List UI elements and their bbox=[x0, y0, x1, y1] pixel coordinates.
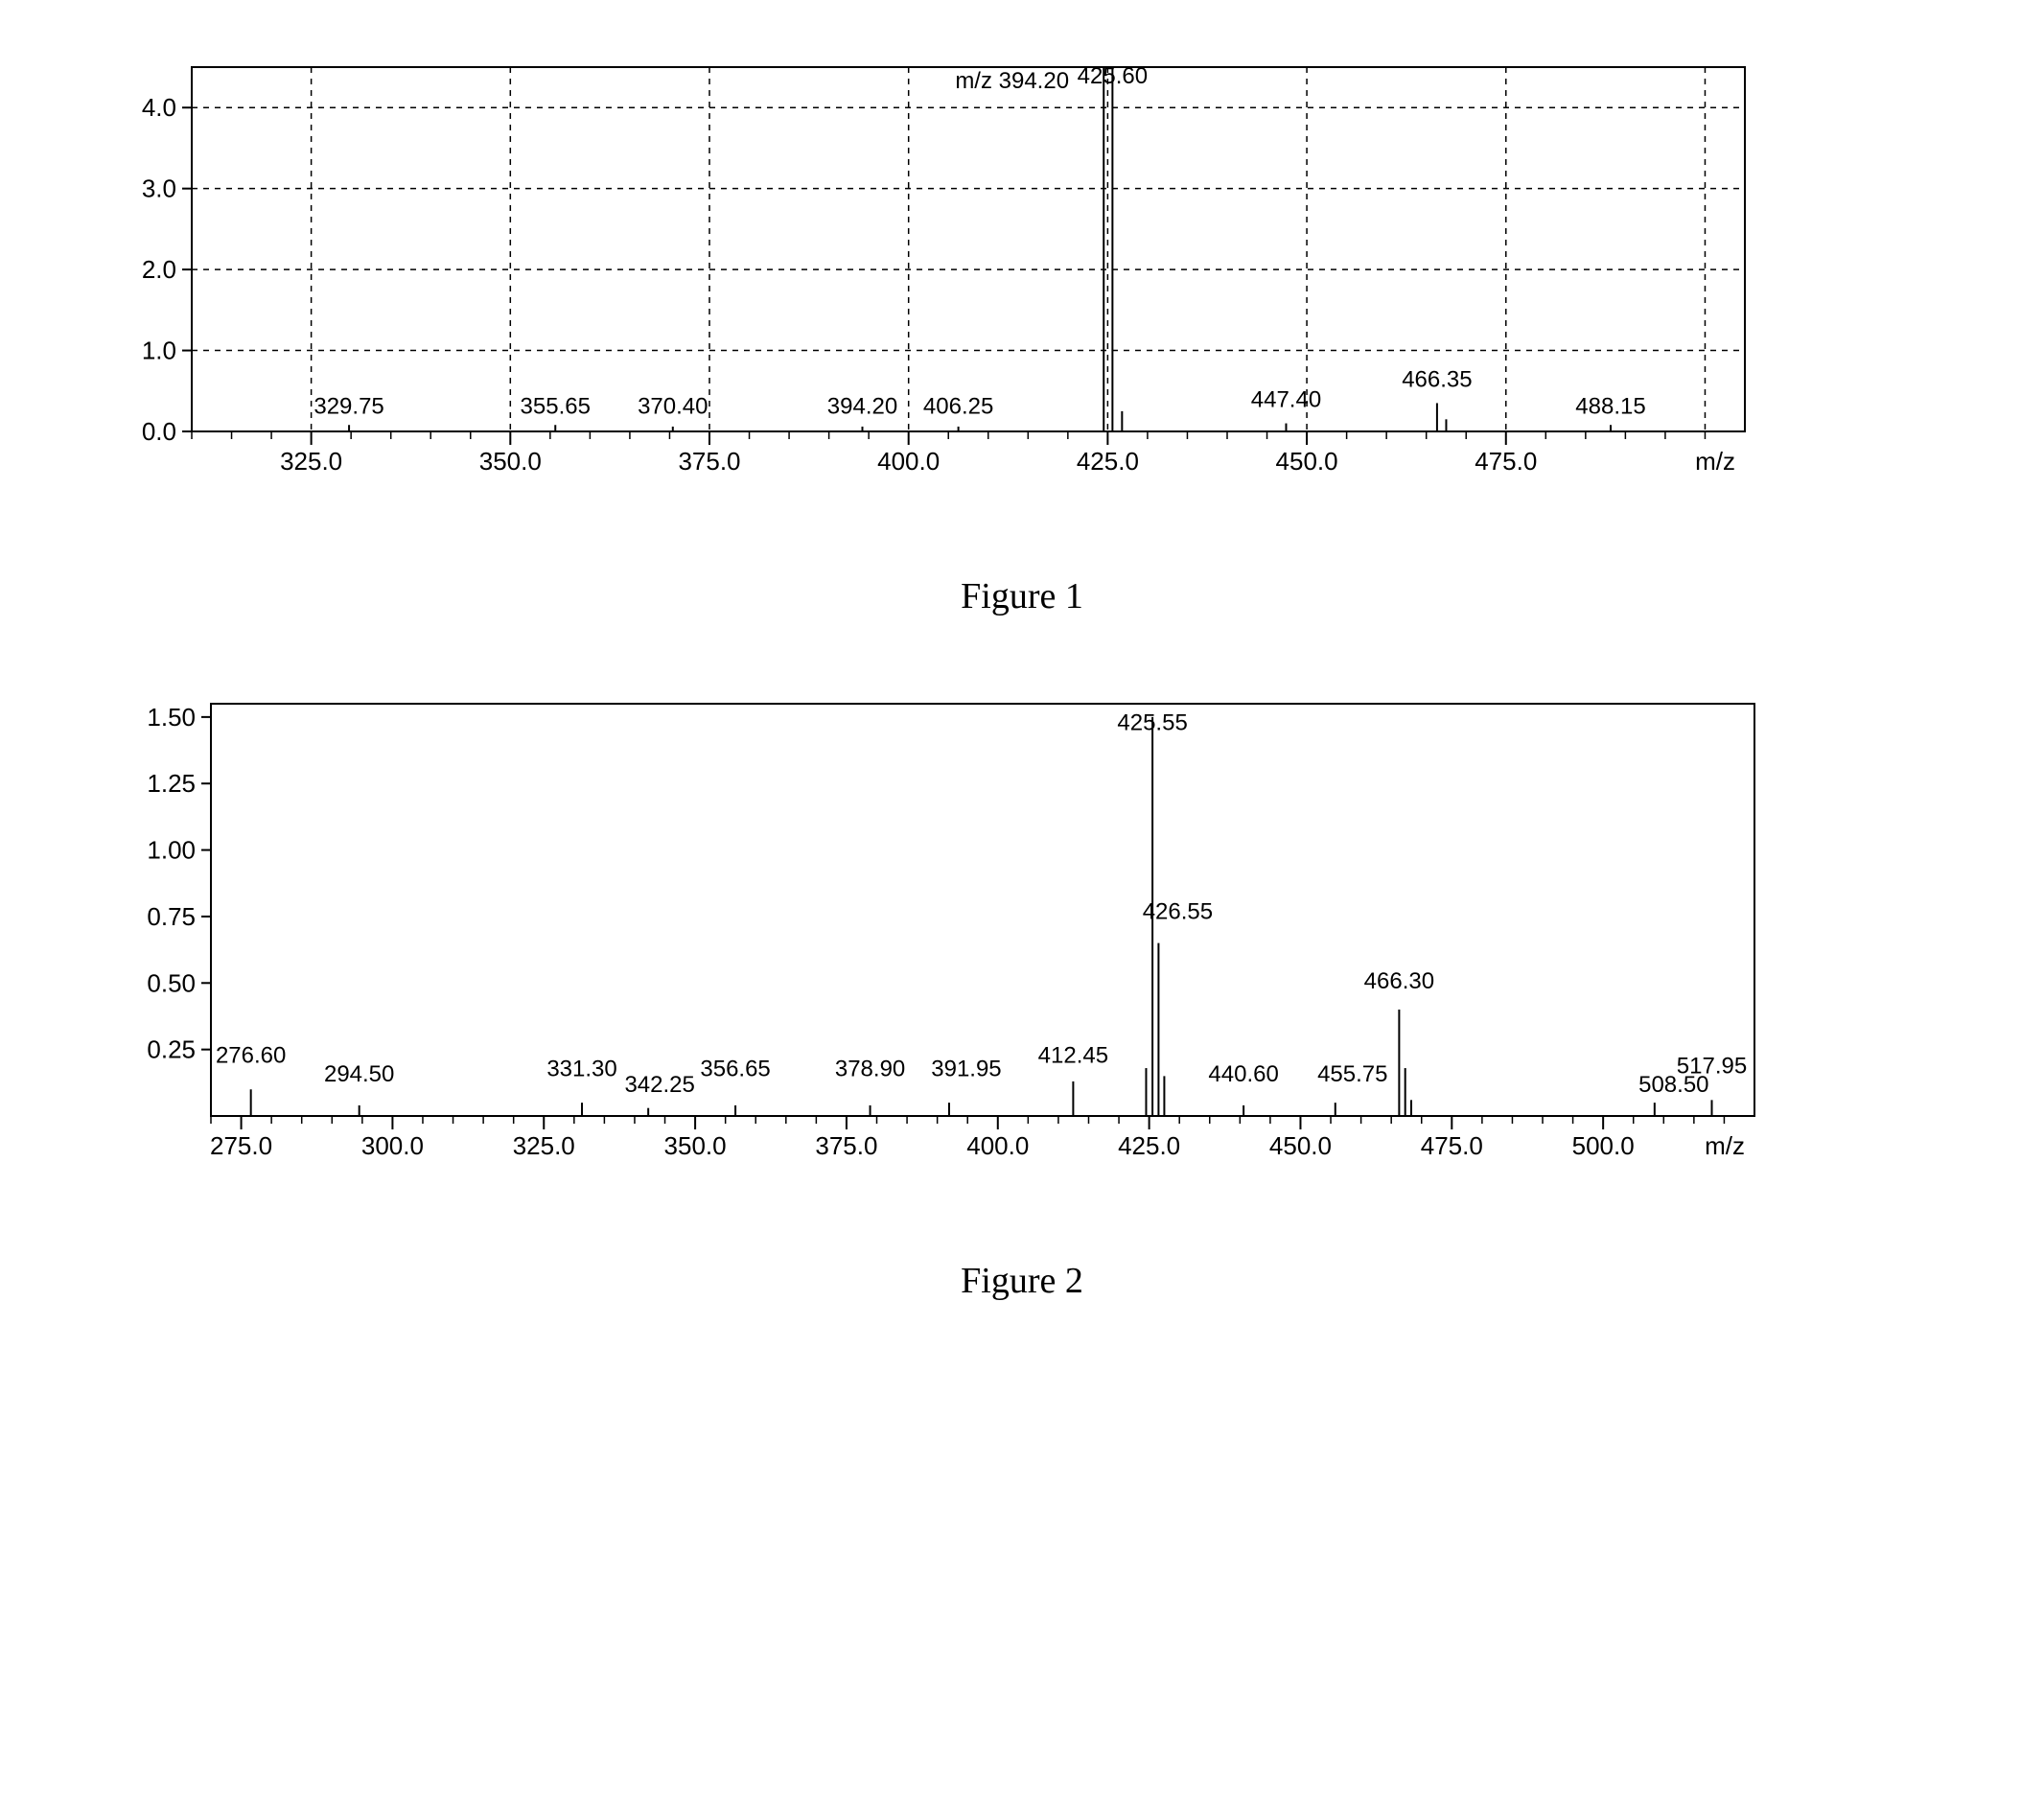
mass-spectrum-1: 0.0 1.0 2.0 3.0 4.0 325.0 350.0 375.0 400.0 425.0… bbox=[77, 58, 1783, 527]
svg-text:356.65: 356.65 bbox=[700, 1056, 770, 1081]
svg-text:488.15: 488.15 bbox=[1575, 393, 1645, 419]
svg-text:375.0: 375.0 bbox=[815, 1131, 877, 1160]
figure-1: 0.0 1.0 2.0 3.0 4.0 325.0 350.0 375.0 400.0 425.0… bbox=[77, 58, 1967, 617]
svg-text:425.0: 425.0 bbox=[1118, 1131, 1180, 1160]
svg-text:391.95: 391.95 bbox=[931, 1056, 1001, 1081]
svg-text:425.0: 425.0 bbox=[1077, 447, 1139, 476]
svg-text:1.00: 1.00 bbox=[147, 836, 196, 865]
svg-text:466.30: 466.30 bbox=[1364, 968, 1434, 994]
svg-text:500.0: 500.0 bbox=[1572, 1131, 1635, 1160]
svg-text:450.0: 450.0 bbox=[1269, 1131, 1332, 1160]
svg-text:0.75: 0.75 bbox=[147, 902, 196, 931]
svg-text:350.0: 350.0 bbox=[664, 1131, 727, 1160]
svg-text:300.0: 300.0 bbox=[361, 1131, 424, 1160]
mass-spectrum-2: 0.25 0.50 0.75 1.00 1.25 1.50 275.0 300.0 325.0 3… bbox=[77, 694, 1783, 1212]
svg-text:275.0: 275.0 bbox=[210, 1131, 272, 1160]
svg-text:475.0: 475.0 bbox=[1421, 1131, 1483, 1160]
svg-text:m/z 394.20: m/z 394.20 bbox=[955, 68, 1069, 94]
svg-text:1.25: 1.25 bbox=[147, 769, 196, 798]
svg-text:294.50: 294.50 bbox=[324, 1061, 394, 1087]
svg-text:0.50: 0.50 bbox=[147, 968, 196, 997]
svg-text:440.60: 440.60 bbox=[1208, 1061, 1278, 1087]
svg-text:276.60: 276.60 bbox=[216, 1043, 286, 1069]
svg-text:425.55: 425.55 bbox=[1117, 710, 1187, 736]
svg-text:425.60: 425.60 bbox=[1078, 63, 1148, 89]
svg-text:400.0: 400.0 bbox=[877, 447, 940, 476]
figure-2-chart: 0.25 0.50 0.75 1.00 1.25 1.50 275.0 300.0 325.0 3… bbox=[77, 694, 1967, 1212]
figure-1-chart: 0.0 1.0 2.0 3.0 4.0 325.0 350.0 375.0 400.0 425.0… bbox=[77, 58, 1967, 527]
svg-text:375.0: 375.0 bbox=[678, 447, 740, 476]
svg-text:400.0: 400.0 bbox=[966, 1131, 1029, 1160]
svg-text:4.0: 4.0 bbox=[142, 93, 176, 122]
svg-text:406.25: 406.25 bbox=[923, 393, 993, 419]
svg-text:1.0: 1.0 bbox=[142, 337, 176, 365]
svg-text:370.40: 370.40 bbox=[638, 393, 708, 419]
svg-text:475.0: 475.0 bbox=[1475, 447, 1537, 476]
svg-text:466.35: 466.35 bbox=[1402, 367, 1472, 393]
svg-text:412.45: 412.45 bbox=[1038, 1043, 1108, 1069]
svg-text:0.0: 0.0 bbox=[142, 417, 176, 446]
figure-1-caption: Figure 1 bbox=[77, 575, 1967, 617]
svg-text:378.90: 378.90 bbox=[835, 1056, 905, 1081]
svg-text:447.40: 447.40 bbox=[1251, 387, 1321, 413]
svg-text:342.25: 342.25 bbox=[624, 1072, 694, 1098]
svg-text:m/z: m/z bbox=[1695, 447, 1735, 476]
svg-text:426.55: 426.55 bbox=[1143, 899, 1213, 925]
svg-text:517.95: 517.95 bbox=[1677, 1054, 1747, 1080]
svg-text:450.0: 450.0 bbox=[1276, 447, 1338, 476]
svg-text:350.0: 350.0 bbox=[479, 447, 542, 476]
svg-text:0.25: 0.25 bbox=[147, 1035, 196, 1064]
svg-text:325.0: 325.0 bbox=[513, 1131, 575, 1160]
figure-2: 0.25 0.50 0.75 1.00 1.25 1.50 275.0 300.0 325.0 3… bbox=[77, 694, 1967, 1302]
svg-text:2.0: 2.0 bbox=[142, 255, 176, 284]
svg-text:329.75: 329.75 bbox=[314, 393, 383, 419]
svg-text:455.75: 455.75 bbox=[1317, 1061, 1387, 1087]
svg-text:394.20: 394.20 bbox=[827, 393, 897, 419]
figure-2-caption: Figure 2 bbox=[77, 1260, 1967, 1302]
svg-text:3.0: 3.0 bbox=[142, 174, 176, 203]
svg-text:1.50: 1.50 bbox=[147, 703, 196, 732]
svg-text:355.65: 355.65 bbox=[521, 393, 591, 419]
svg-text:331.30: 331.30 bbox=[546, 1056, 616, 1081]
svg-text:325.0: 325.0 bbox=[280, 447, 342, 476]
svg-text:m/z: m/z bbox=[1705, 1131, 1745, 1160]
